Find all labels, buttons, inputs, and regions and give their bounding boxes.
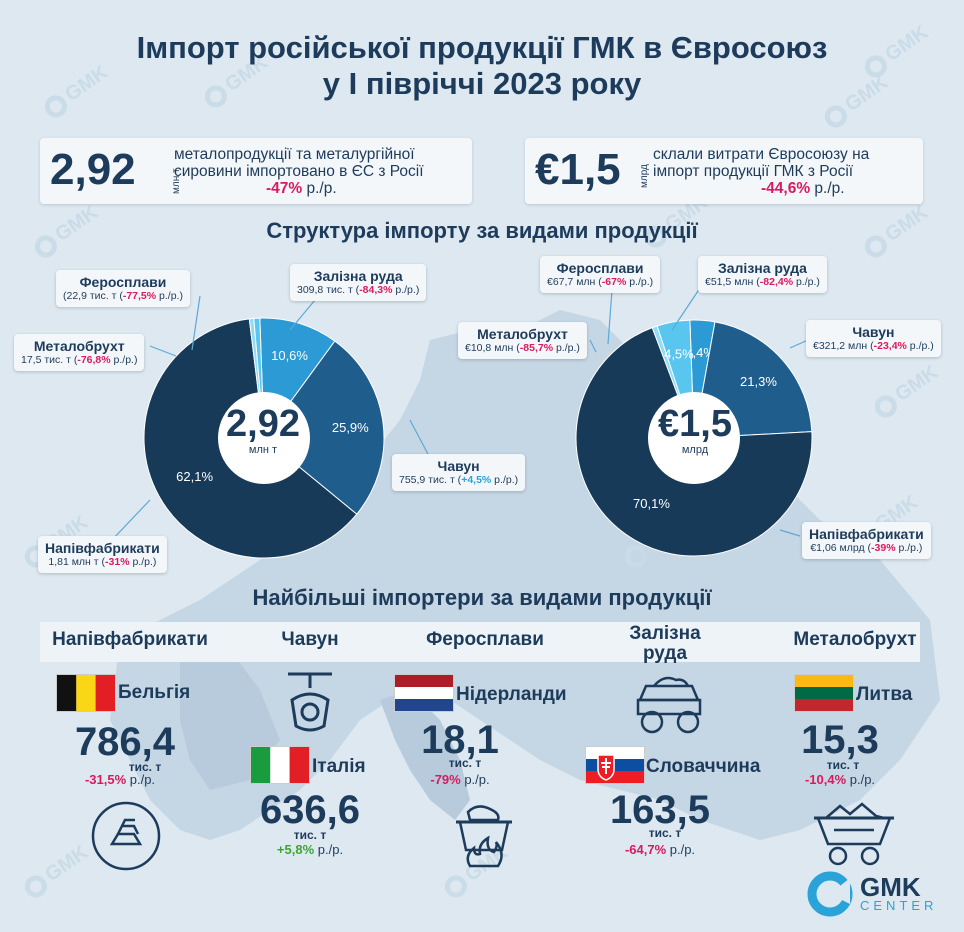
pie2-center-value: €1,5 млрд xyxy=(658,403,732,456)
pie1-label-pig-iron: Чавун 755,9 тис. т (+4,5% р./р.) xyxy=(392,454,526,491)
slovakia-flag-icon xyxy=(585,746,645,784)
category-iron-ore: Залізна руда xyxy=(629,623,701,664)
leader-line xyxy=(109,499,151,543)
pie2-label-pig-iron: Чавун €321,2 млн (-23,4% р./р.) xyxy=(806,320,941,357)
pie2-label-ferroalloys: Феросплави €67,7 млн (-67% р./р.) xyxy=(540,256,661,293)
summary-cost-value: €1,5 xyxy=(535,145,621,194)
value-netherlands: 18,1 xyxy=(421,718,499,762)
unit-slovakia: тис. т xyxy=(648,826,682,840)
leader-line xyxy=(191,295,201,351)
pie1-label-iron-ore: Залізна руда 309,8 тис. т (-84,3% р./р.) xyxy=(290,264,427,301)
mining-truck-icon xyxy=(636,676,702,734)
value-slovakia: 163,5 xyxy=(609,788,711,832)
pie2-label-scrap: Металобрухт €10,8 млн (-85,7% р./р.) xyxy=(458,322,587,359)
country-italy: Італія xyxy=(312,756,366,777)
category-pig-iron: Чавун xyxy=(281,629,339,650)
pie1-pct-label-0: 62,1% xyxy=(176,469,213,484)
pie2-pct-label-3: 4,5% xyxy=(664,346,694,361)
leader-line xyxy=(589,339,597,353)
section-structure-title: Структура імпорту за видами продукції xyxy=(266,218,698,243)
section-importers-title: Найбільші імпортери за видами продукції xyxy=(252,585,712,610)
lithuania-flag-icon xyxy=(794,674,854,712)
change-belgium: -31,5% р./р. xyxy=(84,772,156,787)
pie1-center-value: 2,92 млн т xyxy=(226,403,300,456)
change-lithuania: -10,4% р./р. xyxy=(804,772,876,787)
unit-italy: тис. т xyxy=(293,828,327,842)
belgium-flag-icon xyxy=(56,674,116,712)
country-lithuania: Литва xyxy=(856,684,913,705)
pie1-center-hole xyxy=(218,392,310,484)
steel-ingots-icon xyxy=(91,801,161,871)
pie1-pct-label-2: 10,6% xyxy=(271,348,308,363)
value-italy: 636,6 xyxy=(259,788,361,832)
pie1-pct-label-1: 25,9% xyxy=(332,420,369,435)
leader-line xyxy=(607,289,613,345)
country-slovakia: Словаччина xyxy=(646,756,761,777)
category-ferroalloys: Феросплави xyxy=(426,629,544,650)
leader-line xyxy=(779,529,801,537)
summary-volume-text: металопродукції та металургійної сировин… xyxy=(174,146,424,197)
value-belgium: 786,4 xyxy=(74,720,176,764)
pie1-label-ferroalloys: Феросплави (22,9 тис. т (-77,5% р./р.) xyxy=(56,270,190,307)
summary-volume-box: 2,92 млн т металопродукції та металургій… xyxy=(40,138,472,204)
pie1-label-semis: Напівфабрикати 1,81 млн т (-31% р./р.) xyxy=(38,536,167,573)
pie2-center-hole xyxy=(648,392,740,484)
gmk-logo-icon xyxy=(807,871,853,917)
leader-line xyxy=(409,419,431,459)
summary-volume-value: 2,92 xyxy=(50,145,136,194)
pie2-label-iron-ore: Залізна руда €51,5 млн (-82,4% р./р.) xyxy=(698,256,827,293)
change-italy: +5,8% р./р. xyxy=(276,842,344,857)
unit-lithuania: тис. т xyxy=(826,758,860,772)
ladle-icon xyxy=(288,672,332,732)
pie2-pct-label-2: 3,4% xyxy=(685,345,715,360)
gmk-center-logo: GMK CENTER xyxy=(806,870,937,918)
italy-flag-icon xyxy=(250,746,310,784)
category-scrap: Металобрухт xyxy=(793,629,917,650)
netherlands-flag-icon xyxy=(394,674,454,712)
pie1-label-scrap: Металобрухт 17,5 тис. т (-76,8% р./р.) xyxy=(14,334,145,371)
pie1-slice-1 xyxy=(263,340,385,515)
change-netherlands: -79% р./р. xyxy=(430,772,490,787)
leader-line xyxy=(149,345,177,357)
categories-bar xyxy=(40,622,920,662)
change-slovakia: -64,7% р./р. xyxy=(624,842,696,857)
furnace-fire-icon xyxy=(456,805,512,868)
page-title: Імпорт російської продукції ГМК в Євросо… xyxy=(136,30,828,101)
value-lithuania: 15,3 xyxy=(801,718,879,762)
summary-cost-box: €1,5 млрд склали витрати Євросоюзу на ім… xyxy=(525,138,923,204)
pie2-pct-label-1: 21,3% xyxy=(740,374,777,389)
category-semis: Напівфабрикати xyxy=(52,629,208,650)
unit-netherlands: тис. т xyxy=(448,756,482,770)
country-netherlands: Нідерланди xyxy=(456,684,567,705)
leader-line xyxy=(789,339,809,349)
summary-cost-text: склали витрати Євросоюзу на імпорт проду… xyxy=(653,146,870,197)
scrap-cart-icon xyxy=(814,802,894,866)
pie2-pct-label-0: 70,1% xyxy=(633,496,670,511)
pie2-label-semis: Напівфабрикати €1,06 млрд (-39% р./р.) xyxy=(802,522,931,559)
unit-belgium: тис. т xyxy=(128,760,162,774)
country-belgium: Бельгія xyxy=(118,682,191,703)
